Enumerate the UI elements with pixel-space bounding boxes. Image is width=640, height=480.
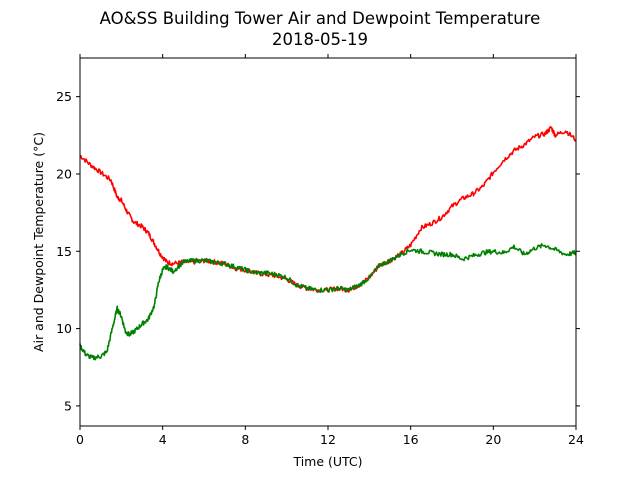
plot-area: 0 4 8 12 16 20 24 5 10 15 20 25 — [56, 54, 584, 447]
x-tick-label: 24 — [568, 432, 584, 447]
ticks-layer: 0 4 8 12 16 20 24 5 10 15 20 25 — [56, 54, 584, 447]
y-tick-label: 20 — [56, 166, 72, 181]
x-tick-label: 0 — [76, 432, 84, 447]
chart-title: AO&SS Building Tower Air and Dewpoint Te… — [100, 9, 541, 28]
x-tick-label: 16 — [403, 432, 419, 447]
y-axis-label: Air and Dewpoint Temperature (°C) — [31, 132, 46, 352]
x-tick-label: 4 — [159, 432, 167, 447]
y-tick-label: 25 — [56, 89, 72, 104]
series-line-dewpoint-temperature — [79, 243, 577, 361]
x-tick-label: 12 — [320, 432, 336, 447]
y-tick-label: 5 — [64, 398, 72, 413]
x-tick-label: 20 — [485, 432, 501, 447]
plot-frame — [79, 57, 577, 427]
series-layer — [79, 125, 577, 361]
y-tick-label: 10 — [56, 321, 72, 336]
y-tick-label: 15 — [56, 244, 72, 259]
x-axis-label: Time (UTC) — [292, 454, 362, 469]
chart-subtitle: 2018-05-19 — [272, 30, 368, 49]
x-tick-label: 8 — [241, 432, 249, 447]
